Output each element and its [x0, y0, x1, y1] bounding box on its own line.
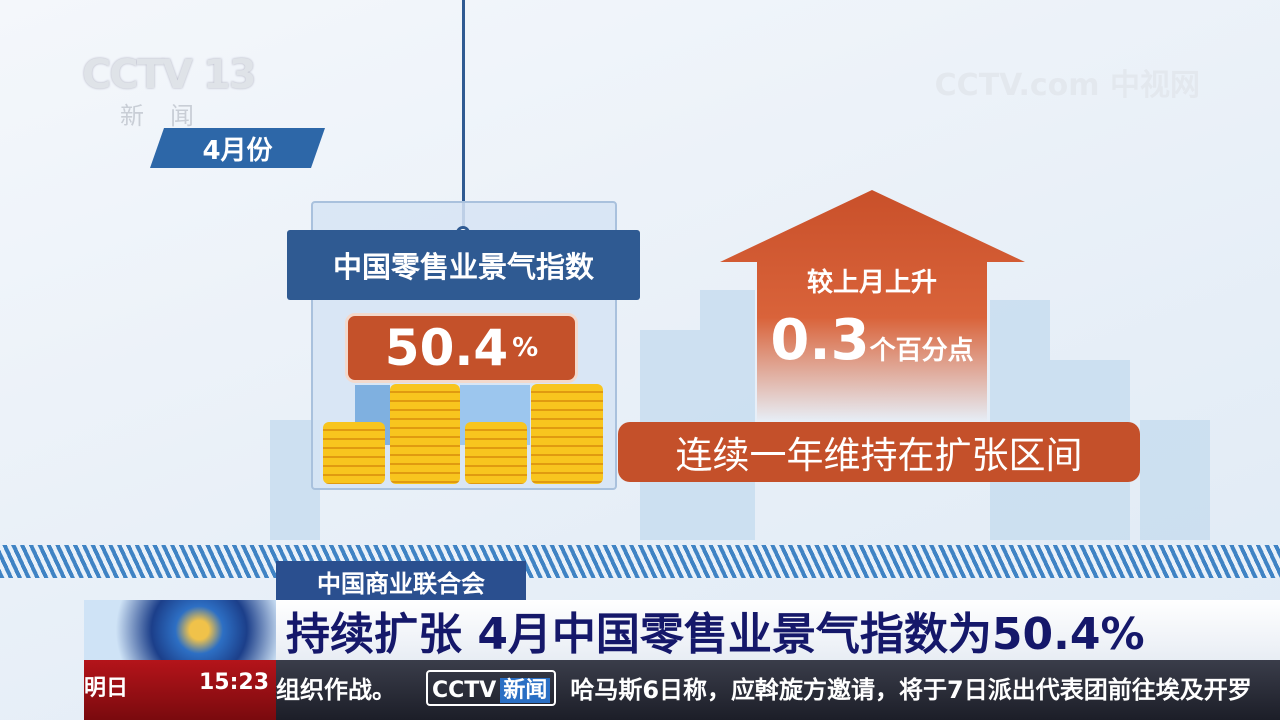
- change-unit: 个百分点: [869, 336, 974, 366]
- source-tag: 中国商业联合会: [276, 561, 526, 601]
- channel-sub-logo: 新闻: [120, 102, 220, 130]
- up-arrow-icon: [720, 190, 1025, 422]
- ticker-text: 哈马斯6日称，应斡旋方邀请，将于7日派出代表团前往埃及开罗: [570, 676, 1252, 704]
- index-unit: %: [512, 333, 539, 363]
- trend-note: 连续一年维持在扩张区间: [618, 422, 1140, 482]
- change-label: 较上月上升: [806, 268, 937, 298]
- coin-stack: [531, 384, 603, 484]
- coin-stack: [465, 422, 527, 484]
- stripe-band: [0, 545, 1280, 578]
- ticker-logo-tag: 新闻: [500, 678, 551, 703]
- index-value-box: 50.4%: [345, 313, 578, 383]
- news-ticker: 组织作战。 CCTV 新闻 哈马斯6日称，应斡旋方邀请，将于7日派出代表团前往埃及…: [276, 660, 1280, 720]
- ticker-left-panel: 明日 15:23: [84, 660, 276, 720]
- month-tag: 4月份: [150, 128, 325, 168]
- ticker-left-label: 明日: [84, 676, 129, 701]
- index-value: 50.4: [384, 319, 509, 377]
- clock: 15:23: [199, 670, 270, 695]
- index-title: 中国零售业景气指数: [287, 230, 640, 300]
- cctv-news-logo: CCTV 新闻: [426, 670, 557, 706]
- connector-line: [462, 0, 465, 232]
- headline: 持续扩张 4月中国零售业景气指数为50.4%: [276, 600, 1280, 660]
- ticker-prev-text: 组织作战。: [276, 676, 396, 704]
- city-building: [1140, 420, 1210, 540]
- city-building: [700, 290, 755, 540]
- globe-icon: [84, 600, 276, 660]
- change-value: 0.3: [770, 308, 870, 373]
- ticker-logo-text: CCTV: [432, 678, 497, 703]
- cctv13-logo: CCTV 13: [82, 52, 257, 98]
- coin-stack: [390, 384, 460, 484]
- coin-stack: [323, 422, 385, 484]
- cctv-watermark: CCTV.com 中视网: [934, 68, 1200, 103]
- change-value-box: 0.3个百分点: [757, 308, 987, 373]
- city-building: [990, 300, 1050, 540]
